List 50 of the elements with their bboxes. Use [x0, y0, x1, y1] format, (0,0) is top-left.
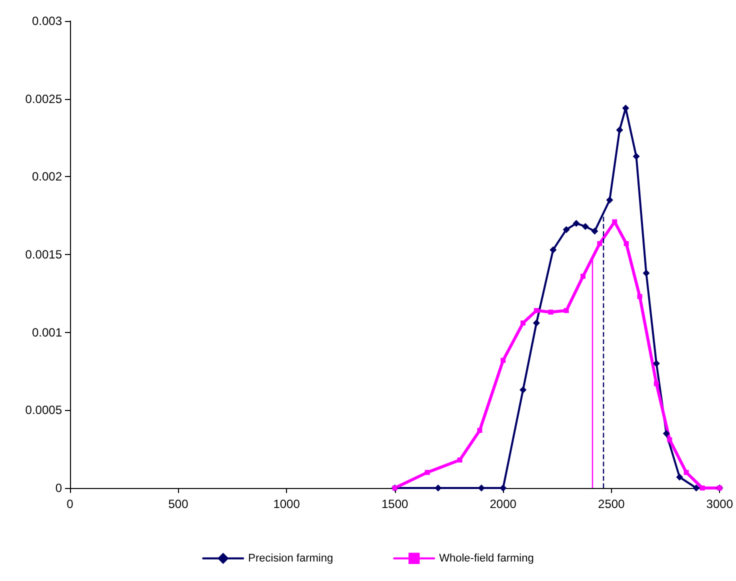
- point: [457, 457, 462, 462]
- point: [550, 246, 557, 254]
- y-tick-label: 0.003: [32, 14, 62, 28]
- legend-label: Whole-field farming: [439, 552, 534, 564]
- point: [692, 484, 700, 492]
- point: [676, 474, 684, 481]
- point: [500, 358, 506, 363]
- y-tick-label: 0: [55, 481, 62, 495]
- point: [684, 470, 689, 475]
- point: [667, 437, 672, 442]
- point: [642, 270, 650, 277]
- point: [534, 308, 539, 314]
- legend-label: Precision farming: [248, 552, 334, 564]
- point: [597, 241, 602, 246]
- point: [477, 428, 482, 433]
- x-tick-label: 0: [66, 497, 74, 511]
- x-tick-label: 500: [168, 497, 189, 511]
- point: [616, 126, 624, 134]
- y-tick-label: 0.002: [32, 170, 62, 184]
- point: [612, 219, 618, 224]
- point: [591, 228, 598, 235]
- point: [700, 486, 705, 490]
- point: [624, 241, 629, 246]
- y-tick-label: 0.0015: [25, 248, 62, 262]
- point: [637, 294, 642, 300]
- point: [520, 320, 526, 326]
- y-tick-label: 0.0025: [25, 92, 62, 106]
- point: [548, 310, 554, 315]
- x-tick-label: 1500: [381, 497, 408, 511]
- point: [606, 196, 614, 204]
- x-tick-label: 2500: [598, 497, 626, 511]
- y-tick-label: 0.001: [32, 325, 62, 340]
- point: [572, 220, 580, 227]
- point: [564, 308, 569, 314]
- x-tick-label: 2000: [490, 497, 517, 511]
- point: [532, 319, 540, 326]
- point: [654, 381, 659, 386]
- point: [500, 484, 507, 492]
- point: [424, 470, 430, 475]
- y-tick-label: 0.0005: [25, 403, 62, 418]
- point: [582, 222, 589, 230]
- point: [562, 226, 570, 234]
- point: [520, 386, 527, 394]
- point: [434, 484, 442, 492]
- point: [662, 430, 670, 438]
- x-tick-label: 1000: [273, 497, 300, 511]
- point: [580, 274, 586, 279]
- point: [652, 360, 660, 367]
- point: [632, 152, 640, 160]
- x-tick-label: 3000: [706, 497, 734, 511]
